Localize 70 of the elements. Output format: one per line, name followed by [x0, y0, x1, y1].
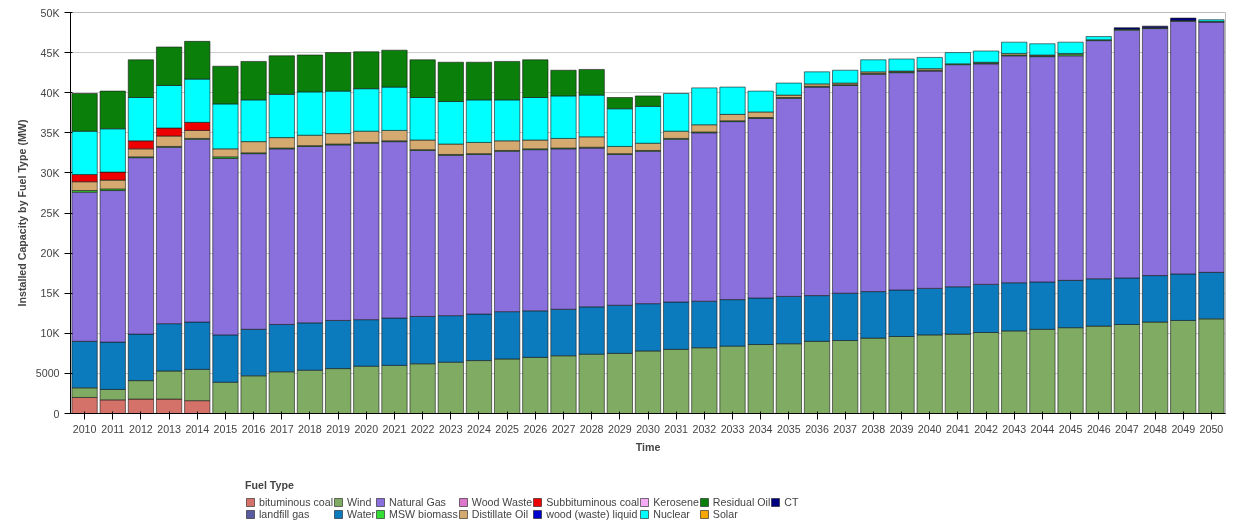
x-tick-label: 2049	[1171, 422, 1196, 435]
x-tick-label: 2027	[551, 422, 576, 435]
x-tick-label: 2011	[101, 422, 125, 435]
x-tick-label: 2030	[636, 422, 660, 435]
x-tick-label: 2028	[579, 422, 604, 435]
x-tick-label: 2035	[777, 422, 801, 435]
x-tick-label: 2021	[382, 422, 407, 435]
x-tick-label: 2020	[354, 422, 379, 435]
x-tick-label: 2015	[213, 422, 238, 435]
legend-label: CT	[784, 496, 800, 508]
legend-label: Natural Gas	[389, 496, 446, 508]
y-tick-label: 5000	[35, 367, 60, 380]
x-tick-label: 2038	[861, 422, 886, 435]
x-tick-label: 2047	[1115, 422, 1139, 435]
x-tick-label: 2043	[1002, 422, 1027, 435]
x-tick-label: 2033	[720, 422, 745, 435]
legend-label: bituminous coal	[259, 496, 334, 508]
x-tick-label: 2026	[523, 422, 548, 435]
x-tick-label: 2046	[1086, 422, 1111, 435]
x-tick-label: 2034	[748, 422, 773, 435]
legend-title: Fuel Type	[245, 479, 295, 491]
x-tick-label: 2037	[833, 422, 858, 435]
x-tick-label: 2036	[805, 422, 829, 435]
x-tick-label: 2031	[664, 422, 689, 435]
x-tick-label: 2014	[185, 422, 210, 435]
x-tick-label: 2017	[269, 422, 294, 435]
x-tick-label: 2012	[129, 422, 153, 435]
legend-label: wood (waste) liquid	[546, 508, 638, 520]
x-tick-label: 2029	[607, 422, 632, 435]
x-tick-label: 2044	[1030, 422, 1055, 435]
legend-label: MSW biomass	[389, 508, 458, 520]
y-tick-label: 10K	[40, 327, 60, 340]
legend-label: Wind	[347, 496, 372, 508]
x-tick-label: 2045	[1058, 422, 1083, 435]
x-tick-label: 2018	[298, 422, 322, 435]
x-tick-label: 2025	[495, 422, 520, 435]
x-tick-label: 2032	[692, 422, 717, 435]
legend-label: Water	[347, 508, 376, 520]
x-tick-label: 2022	[410, 422, 435, 435]
y-tick-label: 50K	[40, 6, 60, 19]
x-tick-label: 2041	[946, 422, 970, 435]
x-tick-label: 2019	[326, 422, 351, 435]
legend-label: Distillate Oil	[471, 508, 529, 520]
legend-label: Residual Oil	[712, 496, 771, 508]
y-tick-label: 35K	[40, 126, 60, 139]
y-tick-label: 25K	[40, 207, 60, 219]
y-tick-label: 0	[53, 407, 60, 420]
x-tick-label: 2013	[157, 422, 182, 435]
legend-label: Solar	[712, 508, 738, 520]
x-axis-title: Time	[635, 440, 661, 453]
y-tick-label: 20K	[40, 247, 60, 260]
x-tick-label: 2039	[889, 422, 914, 435]
x-tick-label: 2040	[917, 422, 942, 435]
x-tick-label: 2016	[241, 422, 266, 435]
x-tick-label: 2010	[72, 422, 97, 435]
x-tick-label: 2042	[974, 422, 998, 435]
y-tick-label: 15K	[40, 287, 60, 300]
x-tick-label: 2050	[1199, 422, 1224, 435]
x-tick-label: 2024	[467, 422, 491, 435]
legend-label: Wood Waste	[471, 496, 533, 508]
legend-label: Nuclear	[653, 508, 690, 520]
y-tick-label: 45K	[40, 46, 60, 59]
y-tick-label: 40K	[40, 86, 60, 99]
x-tick-label: 2023	[438, 422, 463, 435]
y-axis-title: Installed Capacity by Fuel Type (MW)	[15, 119, 28, 307]
y-tick-label: 30K	[40, 166, 60, 179]
x-tick-label: 2048	[1143, 422, 1167, 435]
legend-label: landfill gas	[259, 508, 310, 520]
legend-label: Subbituminous coal	[546, 496, 640, 508]
legend-label: Kerosene	[653, 496, 699, 508]
